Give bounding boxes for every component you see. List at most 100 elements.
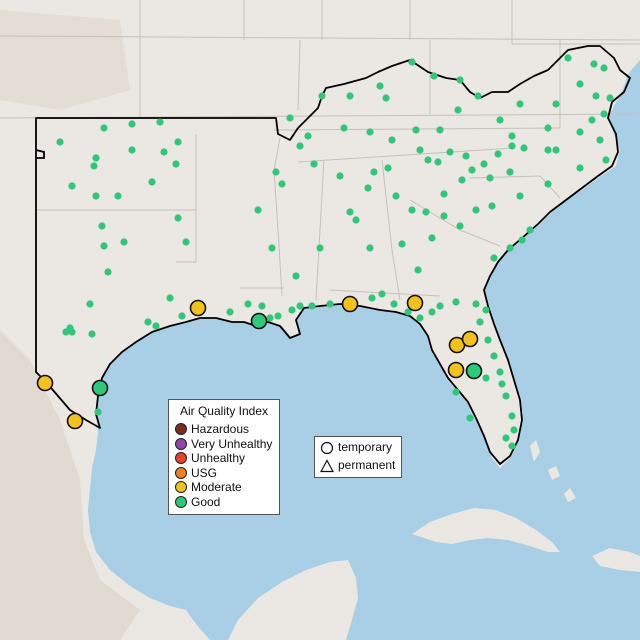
temporary-monitor-marker[interactable] [36, 374, 54, 392]
permanent-monitor-marker[interactable] [104, 268, 112, 276]
permanent-monitor-marker[interactable] [516, 192, 524, 200]
permanent-monitor-marker[interactable] [310, 160, 318, 168]
permanent-monitor-marker[interactable] [440, 190, 448, 198]
permanent-monitor-marker[interactable] [392, 192, 400, 200]
permanent-monitor-marker[interactable] [564, 54, 572, 62]
temporary-monitor-marker[interactable] [465, 362, 483, 380]
permanent-monitor-marker[interactable] [292, 272, 300, 280]
permanent-monitor-marker[interactable] [508, 132, 516, 140]
permanent-monitor-marker[interactable] [178, 312, 186, 320]
permanent-monitor-marker[interactable] [384, 164, 392, 172]
permanent-monitor-marker[interactable] [510, 426, 518, 434]
permanent-monitor-marker[interactable] [166, 294, 174, 302]
permanent-monitor-marker[interactable] [488, 202, 496, 210]
permanent-monitor-marker[interactable] [456, 222, 464, 230]
permanent-monitor-marker[interactable] [68, 182, 76, 190]
permanent-monitor-marker[interactable] [120, 238, 128, 246]
permanent-monitor-marker[interactable] [408, 58, 416, 66]
permanent-monitor-marker[interactable] [68, 328, 76, 336]
permanent-monitor-marker[interactable] [602, 156, 610, 164]
permanent-monitor-marker[interactable] [430, 72, 438, 80]
permanent-monitor-marker[interactable] [340, 124, 348, 132]
permanent-monitor-marker[interactable] [482, 306, 490, 314]
permanent-monitor-marker[interactable] [258, 302, 266, 310]
permanent-monitor-marker[interactable] [144, 318, 152, 326]
permanent-monitor-marker[interactable] [174, 214, 182, 222]
permanent-monitor-marker[interactable] [92, 192, 100, 200]
permanent-monitor-marker[interactable] [416, 314, 424, 322]
permanent-monitor-marker[interactable] [288, 306, 296, 314]
permanent-monitor-marker[interactable] [490, 254, 498, 262]
permanent-monitor-marker[interactable] [508, 442, 516, 450]
permanent-monitor-marker[interactable] [552, 100, 560, 108]
permanent-monitor-marker[interactable] [440, 212, 448, 220]
permanent-monitor-marker[interactable] [114, 192, 122, 200]
permanent-monitor-marker[interactable] [428, 234, 436, 242]
permanent-monitor-marker[interactable] [278, 180, 286, 188]
permanent-monitor-marker[interactable] [494, 150, 502, 158]
permanent-monitor-marker[interactable] [506, 168, 514, 176]
permanent-monitor-marker[interactable] [226, 308, 234, 316]
permanent-monitor-marker[interactable] [274, 312, 282, 320]
permanent-monitor-marker[interactable] [128, 146, 136, 154]
permanent-monitor-marker[interactable] [592, 92, 600, 100]
permanent-monitor-marker[interactable] [472, 206, 480, 214]
permanent-monitor-marker[interactable] [544, 146, 552, 154]
temporary-monitor-marker[interactable] [66, 412, 84, 430]
permanent-monitor-marker[interactable] [336, 172, 344, 180]
permanent-monitor-marker[interactable] [498, 380, 506, 388]
permanent-monitor-marker[interactable] [318, 92, 326, 100]
permanent-monitor-marker[interactable] [86, 300, 94, 308]
permanent-monitor-marker[interactable] [98, 222, 106, 230]
temporary-monitor-marker[interactable] [341, 295, 359, 313]
permanent-monitor-marker[interactable] [544, 180, 552, 188]
permanent-monitor-marker[interactable] [456, 76, 464, 84]
permanent-monitor-marker[interactable] [428, 308, 436, 316]
permanent-monitor-marker[interactable] [364, 184, 372, 192]
permanent-monitor-marker[interactable] [156, 118, 164, 126]
permanent-monitor-marker[interactable] [414, 266, 422, 274]
permanent-monitor-marker[interactable] [128, 120, 136, 128]
permanent-monitor-marker[interactable] [422, 208, 430, 216]
permanent-monitor-marker[interactable] [496, 368, 504, 376]
permanent-monitor-marker[interactable] [468, 166, 476, 174]
permanent-monitor-marker[interactable] [286, 114, 294, 122]
permanent-monitor-marker[interactable] [62, 328, 70, 336]
permanent-monitor-marker[interactable] [382, 94, 390, 102]
permanent-monitor-marker[interactable] [506, 244, 514, 252]
permanent-monitor-marker[interactable] [424, 156, 432, 164]
permanent-monitor-marker[interactable] [452, 388, 460, 396]
permanent-monitor-marker[interactable] [346, 208, 354, 216]
permanent-monitor-marker[interactable] [454, 106, 462, 114]
permanent-monitor-marker[interactable] [174, 138, 182, 146]
permanent-monitor-marker[interactable] [502, 434, 510, 442]
permanent-monitor-marker[interactable] [94, 408, 102, 416]
permanent-monitor-marker[interactable] [462, 152, 470, 160]
permanent-monitor-marker[interactable] [502, 392, 510, 400]
permanent-monitor-marker[interactable] [544, 124, 552, 132]
permanent-monitor-marker[interactable] [588, 116, 596, 124]
permanent-monitor-marker[interactable] [152, 322, 160, 330]
permanent-monitor-marker[interactable] [326, 300, 334, 308]
temporary-monitor-marker[interactable] [406, 294, 424, 312]
permanent-monitor-marker[interactable] [496, 116, 504, 124]
permanent-monitor-marker[interactable] [88, 330, 96, 338]
permanent-monitor-marker[interactable] [160, 148, 168, 156]
permanent-monitor-marker[interactable] [100, 242, 108, 250]
permanent-monitor-marker[interactable] [366, 128, 374, 136]
permanent-monitor-marker[interactable] [182, 238, 190, 246]
permanent-monitor-marker[interactable] [398, 240, 406, 248]
permanent-monitor-marker[interactable] [490, 352, 498, 360]
permanent-monitor-marker[interactable] [606, 94, 614, 102]
permanent-monitor-marker[interactable] [412, 126, 420, 134]
permanent-monitor-marker[interactable] [484, 336, 492, 344]
permanent-monitor-marker[interactable] [244, 300, 252, 308]
permanent-monitor-marker[interactable] [458, 176, 466, 184]
permanent-monitor-marker[interactable] [254, 206, 262, 214]
permanent-monitor-marker[interactable] [352, 216, 360, 224]
permanent-monitor-marker[interactable] [272, 168, 280, 176]
temporary-monitor-marker[interactable] [91, 379, 109, 397]
permanent-monitor-marker[interactable] [56, 138, 64, 146]
permanent-monitor-marker[interactable] [266, 314, 274, 322]
